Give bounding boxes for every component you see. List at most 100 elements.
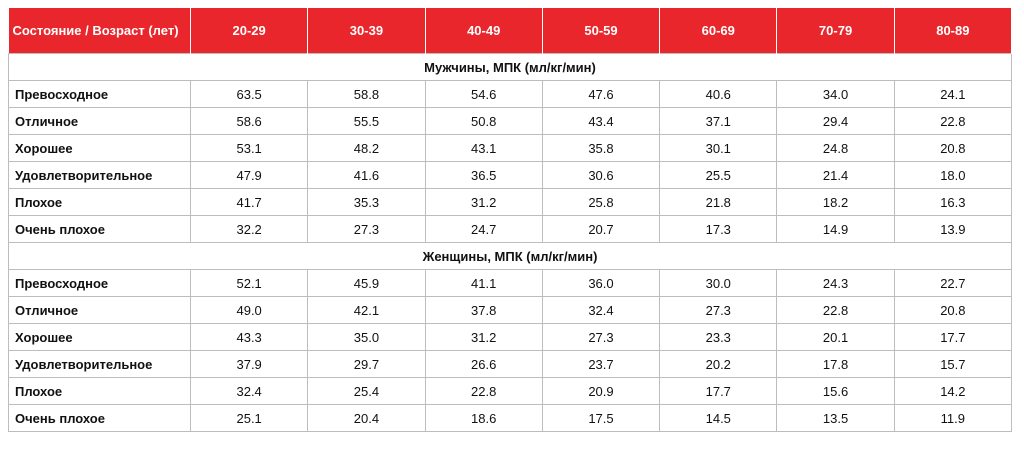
value-cell: 14.5 (659, 404, 778, 432)
value-cell: 21.8 (659, 188, 778, 216)
section-title: Мужчины, МПК (мл/кг/мин) (8, 53, 1012, 81)
row-label: Отличное (8, 296, 191, 324)
value-cell: 48.2 (307, 134, 426, 162)
table-body: Мужчины, МПК (мл/кг/мин) Превосходное 63.5… (8, 53, 1013, 432)
value-cell: 23.7 (541, 350, 661, 378)
value-cell: 47.9 (189, 161, 309, 189)
data-row: Отличное 58.6 55.5 50.8 43.4 37.1 29.4 22.8 (8, 107, 1013, 135)
header-cell: 20-29 (189, 8, 309, 54)
value-cell: 25.8 (541, 188, 661, 216)
value-cell: 18.0 (893, 161, 1013, 189)
row-label: Отличное (8, 107, 191, 135)
data-row: Превосходное 52.1 45.9 41.1 36.0 30.0 24.3 22.7 (8, 269, 1013, 297)
header-cell: 80-89 (893, 8, 1013, 54)
value-cell: 18.6 (424, 404, 543, 432)
value-cell: 25.1 (189, 404, 309, 432)
data-row: Очень плохое 25.1 20.4 18.6 17.5 14.5 13.5 11.9 (8, 404, 1013, 432)
value-cell: 17.3 (659, 215, 778, 243)
value-cell: 17.8 (776, 350, 895, 378)
value-cell: 53.1 (189, 134, 309, 162)
header-cell: 50-59 (541, 8, 661, 54)
header-cell: 60-69 (659, 8, 778, 54)
value-cell: 25.5 (659, 161, 778, 189)
header-cell: Состояние / Возраст (лет) (8, 8, 191, 54)
row-label: Хорошее (8, 323, 191, 351)
row-label: Хорошее (8, 134, 191, 162)
value-cell: 37.1 (659, 107, 778, 135)
value-cell: 40.6 (659, 80, 778, 108)
value-cell: 52.1 (189, 269, 309, 297)
row-label: Удовлетворительное (8, 350, 191, 378)
value-cell: 30.1 (659, 134, 778, 162)
value-cell: 17.5 (541, 404, 661, 432)
value-cell: 20.7 (541, 215, 661, 243)
value-cell: 32.4 (541, 296, 661, 324)
row-label: Очень плохое (8, 215, 191, 243)
value-cell: 58.6 (189, 107, 309, 135)
value-cell: 32.4 (189, 377, 309, 405)
data-row: Удовлетворительное 37.9 29.7 26.6 23.7 20.2 17… (8, 350, 1013, 378)
value-cell: 20.4 (307, 404, 426, 432)
value-cell: 36.5 (424, 161, 543, 189)
data-row: Хорошее 53.1 48.2 43.1 35.8 30.1 24.8 20.8 (8, 134, 1013, 162)
value-cell: 50.8 (424, 107, 543, 135)
value-cell: 29.7 (307, 350, 426, 378)
value-cell: 16.3 (893, 188, 1013, 216)
value-cell: 34.0 (776, 80, 895, 108)
value-cell: 22.8 (776, 296, 895, 324)
value-cell: 63.5 (189, 80, 309, 108)
value-cell: 41.7 (189, 188, 309, 216)
value-cell: 15.6 (776, 377, 895, 405)
value-cell: 20.2 (659, 350, 778, 378)
row-label: Удовлетворительное (8, 161, 191, 189)
value-cell: 15.7 (893, 350, 1013, 378)
value-cell: 24.3 (776, 269, 895, 297)
fitness-table: Состояние / Возраст (лет) 20-29 30-39 40-49… (8, 8, 1013, 432)
value-cell: 37.9 (189, 350, 309, 378)
row-label: Плохое (8, 188, 191, 216)
value-cell: 32.2 (189, 215, 309, 243)
value-cell: 20.9 (541, 377, 661, 405)
data-row: Плохое 32.4 25.4 22.8 20.9 17.7 15.6 14.2 (8, 377, 1013, 405)
value-cell: 30.6 (541, 161, 661, 189)
row-label: Очень плохое (8, 404, 191, 432)
data-row: Плохое 41.7 35.3 31.2 25.8 21.8 18.2 16.3 (8, 188, 1013, 216)
row-label: Превосходное (8, 80, 191, 108)
value-cell: 45.9 (307, 269, 426, 297)
section-title: Женщины, МПК (мл/кг/мин) (8, 242, 1012, 270)
value-cell: 29.4 (776, 107, 895, 135)
value-cell: 14.9 (776, 215, 895, 243)
value-cell: 17.7 (659, 377, 778, 405)
data-row: Отличное 49.0 42.1 37.8 32.4 27.3 22.8 20.8 (8, 296, 1013, 324)
value-cell: 13.5 (776, 404, 895, 432)
value-cell: 49.0 (189, 296, 309, 324)
value-cell: 22.7 (893, 269, 1013, 297)
value-cell: 35.3 (307, 188, 426, 216)
value-cell: 14.2 (893, 377, 1013, 405)
section-row: Женщины, МПК (мл/кг/мин) (8, 242, 1012, 270)
value-cell: 55.5 (307, 107, 426, 135)
row-label: Превосходное (8, 269, 191, 297)
header-row: Состояние / Возраст (лет) 20-29 30-39 40-49… (8, 8, 1013, 54)
value-cell: 21.4 (776, 161, 895, 189)
row-label: Плохое (8, 377, 191, 405)
value-cell: 23.3 (659, 323, 778, 351)
value-cell: 20.8 (893, 296, 1013, 324)
value-cell: 54.6 (424, 80, 543, 108)
value-cell: 24.7 (424, 215, 543, 243)
value-cell: 43.1 (424, 134, 543, 162)
value-cell: 42.1 (307, 296, 426, 324)
header-cell: 30-39 (307, 8, 426, 54)
value-cell: 37.8 (424, 296, 543, 324)
header-cell: 70-79 (776, 8, 895, 54)
value-cell: 31.2 (424, 188, 543, 216)
value-cell: 58.8 (307, 80, 426, 108)
value-cell: 13.9 (893, 215, 1013, 243)
value-cell: 30.0 (659, 269, 778, 297)
value-cell: 25.4 (307, 377, 426, 405)
value-cell: 43.4 (541, 107, 661, 135)
value-cell: 22.8 (424, 377, 543, 405)
value-cell: 18.2 (776, 188, 895, 216)
value-cell: 27.3 (659, 296, 778, 324)
